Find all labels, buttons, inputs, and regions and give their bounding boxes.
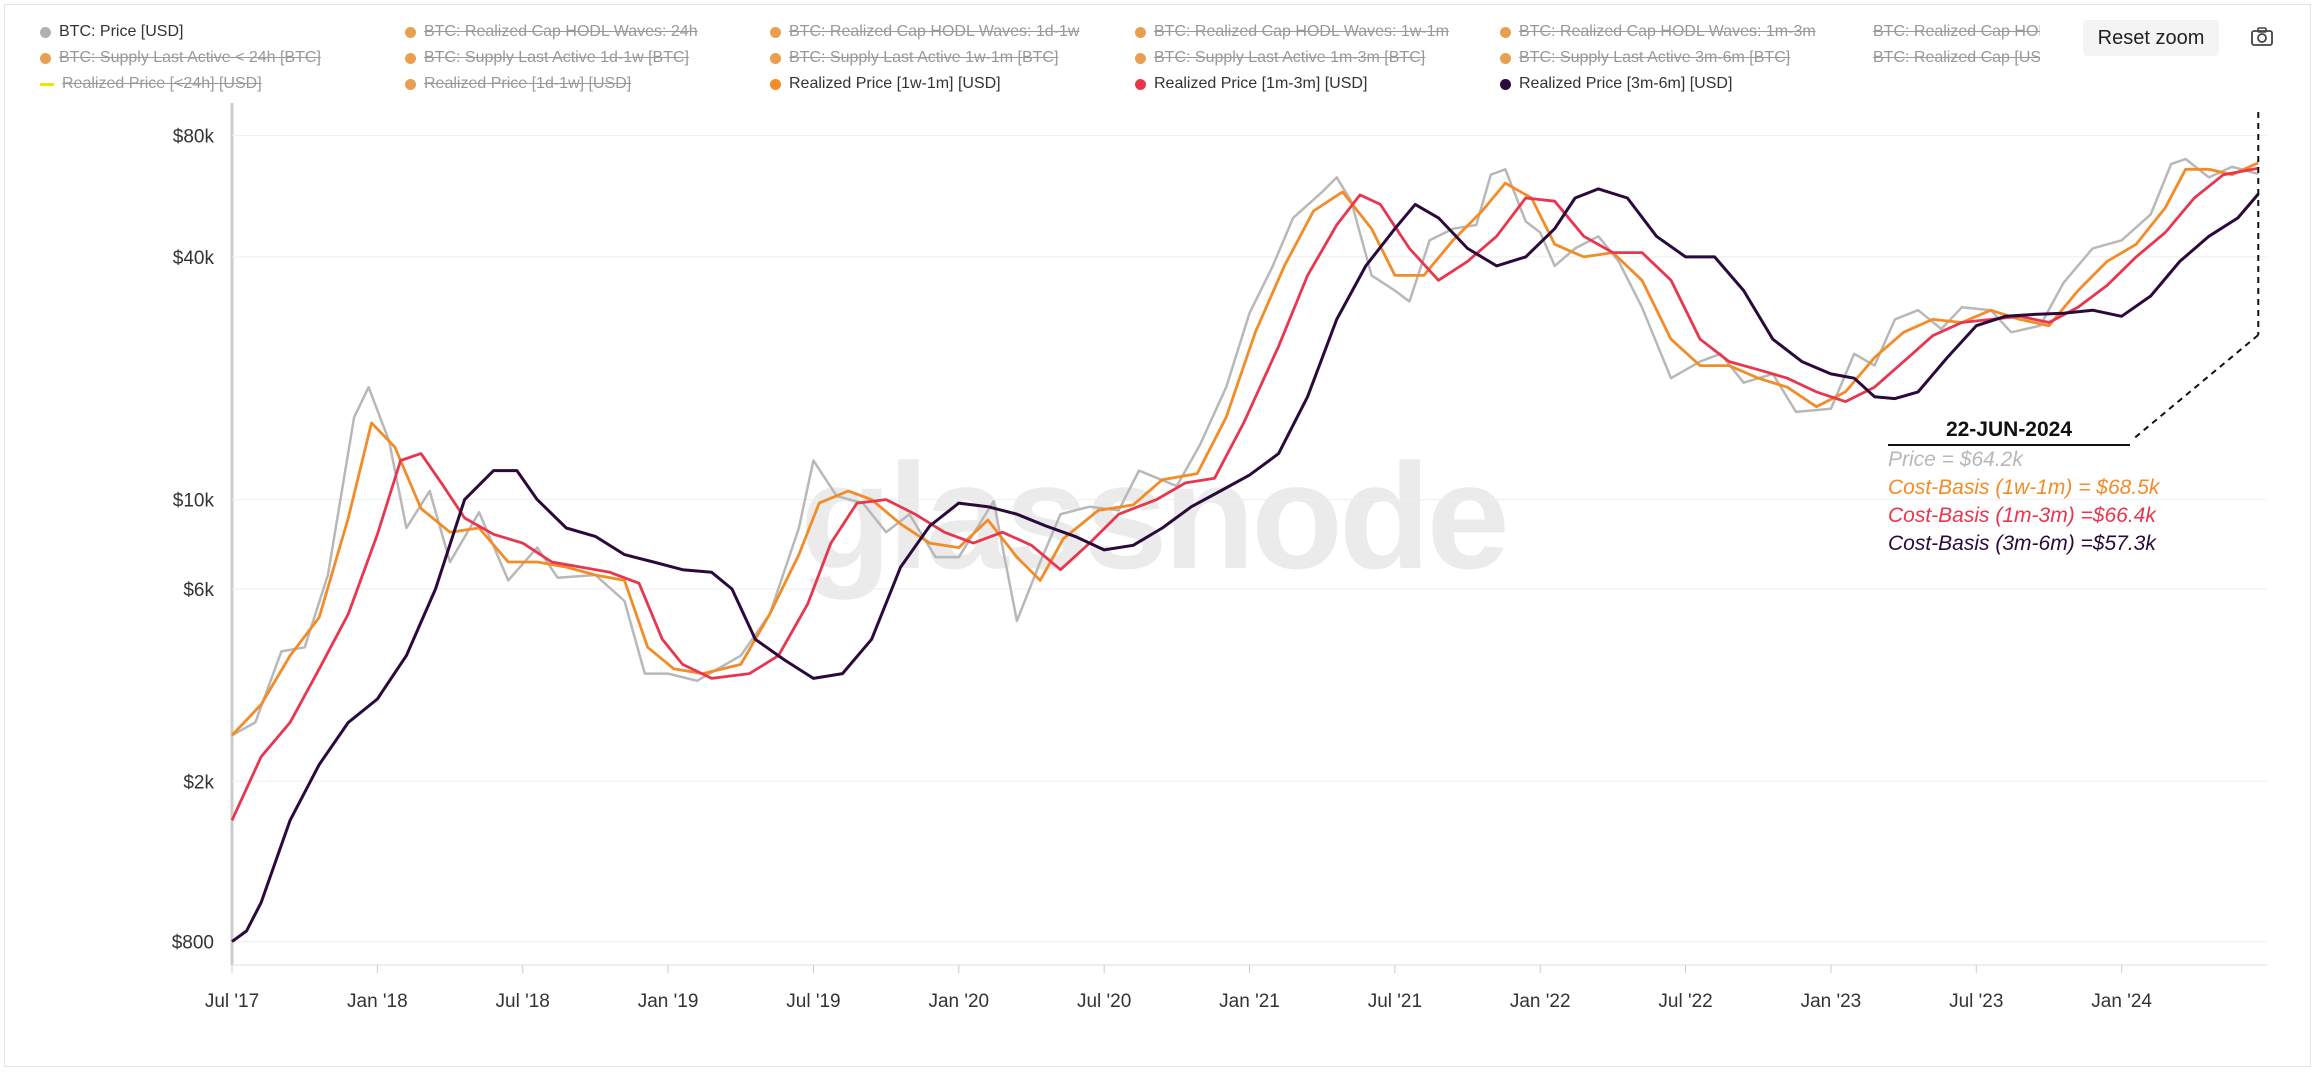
legend-item[interactable]: BTC: Supply Last Active < 24h [BTC]: [40, 46, 321, 70]
legend-marker: [405, 78, 416, 90]
legend-item[interactable]: BTC: Price [USD]: [40, 20, 183, 44]
legend-item[interactable]: BTC: Realized Cap HODL Waves: 1w-1m: [1135, 20, 1449, 44]
legend-label: BTC: Price [USD]: [59, 23, 184, 40]
legend-marker: [1500, 26, 1511, 38]
x-tick-label: Jul '18: [496, 991, 550, 1012]
x-tick-label: Jul '17: [205, 991, 259, 1012]
legend-marker: [1500, 78, 1511, 90]
legend-marker: [40, 26, 51, 38]
legend-marker: [1500, 52, 1511, 64]
legend-label: BTC: Supply Last Active < 24h [BTC]: [59, 49, 321, 66]
legend-label: Realized Price [1w-1m] [USD]: [789, 75, 1001, 92]
y-tick-label: $80k: [173, 127, 215, 148]
annotation-date: 22-JUN-2024: [1888, 418, 2130, 446]
legend-label: BTC: Realized Cap HODL Waves: 1d-1w: [789, 23, 1080, 40]
legend-label: Realized Price [1d-1w] [USD]: [424, 75, 632, 92]
annotation-cost-basis-1w-1m: Cost-Basis (1w-1m) = $68.5k: [1888, 476, 2160, 499]
y-tick-label: $2k: [183, 772, 214, 793]
legend-item[interactable]: BTC: Supply Last Active 1d-1w [BTC]: [405, 46, 689, 70]
legend-item[interactable]: BTC: Supply Last Active 1w-1m [BTC]: [770, 46, 1058, 70]
legend-marker: [405, 52, 416, 64]
x-tick-label: Jan '21: [1219, 991, 1280, 1012]
series-line-3: [231, 187, 2260, 943]
x-tick-label: Jan '23: [1801, 991, 1862, 1012]
x-tick-label: Jan '20: [928, 991, 989, 1012]
legend-label: Realized Price [3m-6m] [USD]: [1519, 75, 1733, 92]
legend-marker: [1135, 26, 1146, 38]
legend-marker: [1135, 52, 1146, 64]
x-tick-label: Jul '23: [1949, 991, 2003, 1012]
legend-item[interactable]: BTC: Supply Last Active 3m-6m [BTC]: [1500, 46, 1790, 70]
x-tick-label: Jul '21: [1368, 991, 1422, 1012]
legend-label: BTC: Supply Last Active 3m-6m [BTC]: [1519, 49, 1791, 66]
legend-marker: [770, 52, 781, 64]
legend-label: Realized Price [<24h] [USD]: [62, 75, 262, 92]
legend-item[interactable]: Realized Price [1w-1m] [USD]: [770, 72, 1001, 96]
legend-item[interactable]: BTC: Realized Cap HODL Waves: 24h: [405, 20, 698, 44]
x-tick-label: Jul '22: [1658, 991, 1712, 1012]
legend-label: BTC: Supply Last Active 1d-1w [BTC]: [424, 49, 689, 66]
legend-label: BTC: Supply Last Active 1w-1m [BTC]: [789, 49, 1059, 66]
series-line-1: [230, 161, 2259, 737]
legend-marker: [40, 82, 54, 86]
annotation-price: Price = $64.2k: [1888, 448, 2023, 471]
legend-item[interactable]: BTC: Realized Cap [USD]: [1865, 46, 2040, 70]
camera-icon[interactable]: [2250, 26, 2274, 48]
legend-marker: [405, 26, 416, 38]
legend-item[interactable]: BTC: Realized Cap HODL W: [1865, 20, 2040, 44]
chart-frame: [4, 4, 2311, 1067]
x-tick-label: Jul '20: [1077, 991, 1131, 1012]
x-tick-label: Jul '19: [786, 991, 840, 1012]
x-tick-label: Jan '19: [638, 991, 699, 1012]
legend-label: BTC: Realized Cap HODL Waves: 24h: [424, 23, 698, 40]
x-tick-label: Jan '24: [2091, 991, 2152, 1012]
annotation-box: 22-JUN-2024 Price = $64.2k Cost-Basis (1…: [1888, 418, 2228, 558]
series-line-2: [230, 166, 2259, 821]
y-tick-label: $800: [172, 933, 214, 954]
legend-label: BTC: Realized Cap HODL W: [1873, 23, 2040, 40]
legend-item[interactable]: Realized Price [1m-3m] [USD]: [1135, 72, 1367, 96]
annotation-cost-basis-1m-3m: Cost-Basis (1m-3m) =$66.4k: [1888, 504, 2156, 527]
legend-item[interactable]: Realized Price [<24h] [USD]: [40, 72, 262, 96]
y-tick-label: $10k: [173, 491, 215, 512]
series-line-0: [231, 157, 2259, 737]
legend-item[interactable]: BTC: Realized Cap HODL Waves: 1d-1w: [770, 20, 1079, 44]
legend-label: BTC: Realized Cap HODL Waves: 1m-3m: [1519, 23, 1816, 40]
legend-marker: [40, 52, 51, 64]
legend-label: BTC: Realized Cap [USD]: [1873, 49, 2040, 66]
legend-label: Realized Price [1m-3m] [USD]: [1154, 75, 1368, 92]
legend: BTC: Price [USD] BTC: Realized Cap HODL W…: [0, 0, 2100, 100]
annotation-cost-basis-3m-6m: Cost-Basis (3m-6m) =$57.3k: [1888, 532, 2156, 555]
legend-marker: [1135, 78, 1146, 90]
x-tick-label: Jan '18: [347, 991, 408, 1012]
legend-item[interactable]: BTC: Supply Last Active 1m-3m [BTC]: [1135, 46, 1425, 70]
legend-label: BTC: Supply Last Active 1m-3m [BTC]: [1154, 49, 1426, 66]
legend-label: BTC: Realized Cap HODL Waves: 1w-1m: [1154, 23, 1449, 40]
legend-item[interactable]: BTC: Realized Cap HODL Waves: 1m-3m: [1500, 20, 1816, 44]
legend-item[interactable]: Realized Price [3m-6m] [USD]: [1500, 72, 1732, 96]
y-tick-label: $6k: [183, 580, 214, 601]
reset-zoom-button[interactable]: Reset zoom: [2083, 20, 2219, 56]
annotation-connector: [2131, 334, 2259, 441]
legend-item[interactable]: Realized Price [1d-1w] [USD]: [405, 72, 631, 96]
y-tick-label: $40k: [173, 248, 215, 269]
x-tick-label: Jan '22: [1510, 991, 1571, 1012]
legend-marker: [770, 26, 781, 38]
legend-marker: [770, 78, 781, 90]
